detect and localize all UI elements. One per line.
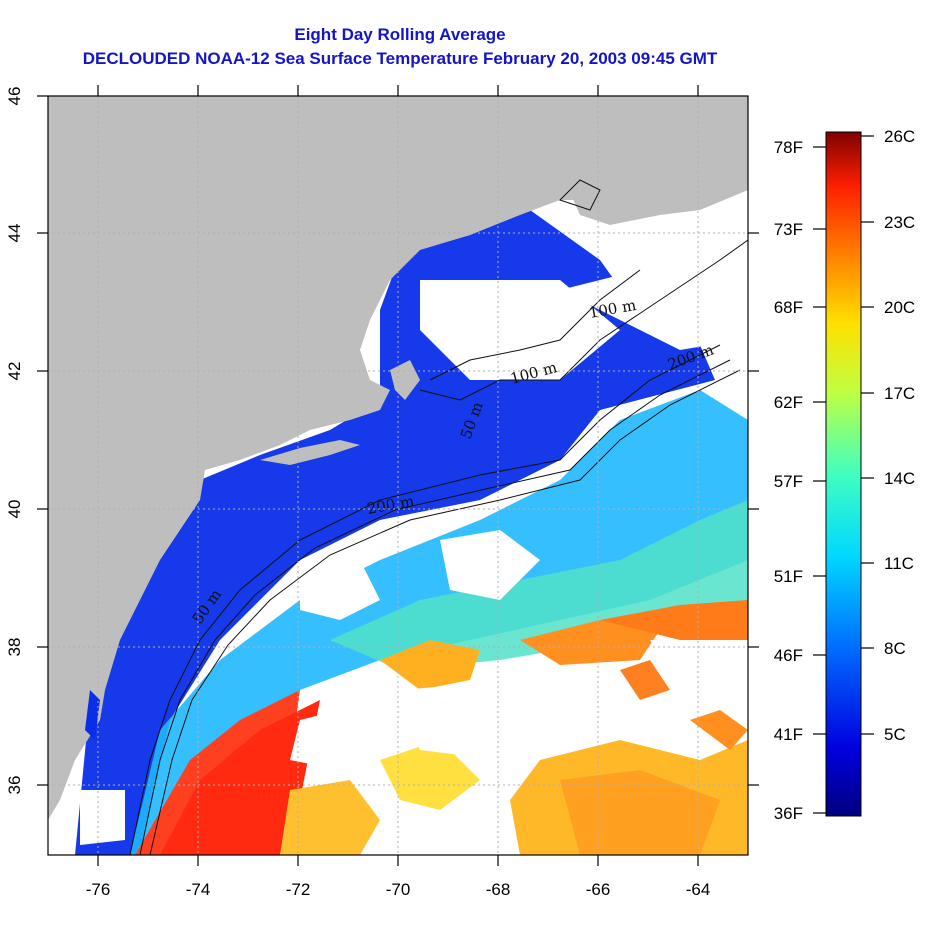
colorbar-c-label: 26C xyxy=(884,127,915,146)
lat-label: 36 xyxy=(5,776,24,795)
colorbar-f-label: 68F xyxy=(774,298,803,317)
map-subtitle: DECLOUDED NOAA-12 Sea Surface Temperatur… xyxy=(82,49,718,68)
land xyxy=(48,96,748,820)
colorbar-c-label: 17C xyxy=(884,384,915,403)
lat-label: 40 xyxy=(5,500,24,519)
lon-label: -76 xyxy=(86,880,111,899)
lon-label: -68 xyxy=(486,880,511,899)
colorbar-c-label: 5C xyxy=(884,725,906,744)
colorbar-f-label: 78F xyxy=(774,138,803,157)
depth-contours xyxy=(129,179,748,855)
colorbar-f-label: 51F xyxy=(774,567,803,586)
colorbar-c-label: 11C xyxy=(884,554,914,573)
colorbar-f-label: 36F xyxy=(774,804,803,823)
map-title: Eight Day Rolling Average xyxy=(294,25,506,44)
colorbar-f-label: 46F xyxy=(774,646,803,665)
colorbar-c-label: 20C xyxy=(884,298,915,317)
colorbar-ticks xyxy=(813,135,874,814)
colorbar-c-label: 8C xyxy=(884,639,906,658)
lat-label: 38 xyxy=(5,638,24,657)
lat-label: 44 xyxy=(5,224,24,243)
colorbar-f-label: 57F xyxy=(774,472,803,491)
colorbar-c-label: 14C xyxy=(884,469,915,488)
axis-ticks xyxy=(37,85,759,866)
lon-label: -64 xyxy=(686,880,711,899)
colorbar-f-label: 73F xyxy=(774,220,803,239)
colorbar xyxy=(825,131,862,817)
colorbar-f-label: 62F xyxy=(774,393,803,412)
lon-label: -70 xyxy=(386,880,411,899)
lat-label: 42 xyxy=(5,362,24,381)
lat-label: 46 xyxy=(5,87,24,106)
colorbar-c-label: 23C xyxy=(884,213,915,232)
lon-label: -74 xyxy=(186,880,211,899)
colorbar-f-label: 41F xyxy=(774,725,803,744)
lon-label: -72 xyxy=(286,880,311,899)
lon-label: -66 xyxy=(586,880,611,899)
graticule xyxy=(48,96,748,855)
